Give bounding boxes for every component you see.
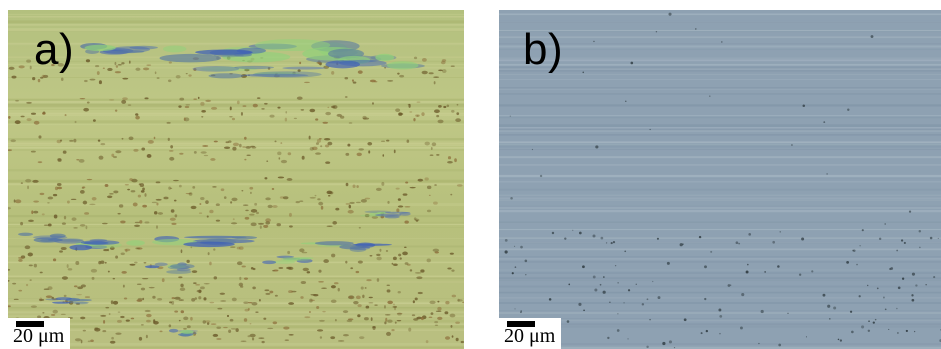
scale-bar: 20 μm <box>499 318 561 349</box>
micrograph-a-image <box>8 10 464 349</box>
scale-bar-line <box>507 321 535 327</box>
scale-bar: 20 μm <box>8 318 70 349</box>
micrograph-panel-b: b) 20 μm <box>499 10 941 349</box>
micrograph-b-image <box>499 10 941 349</box>
scale-bar-label: 20 μm <box>504 325 556 347</box>
scale-bar-line <box>16 321 44 327</box>
panel-label: b) <box>523 25 564 74</box>
scale-bar-label: 20 μm <box>13 325 65 347</box>
micrograph-panel-a: a) 20 μm <box>8 10 464 349</box>
panel-label: a) <box>34 25 75 74</box>
